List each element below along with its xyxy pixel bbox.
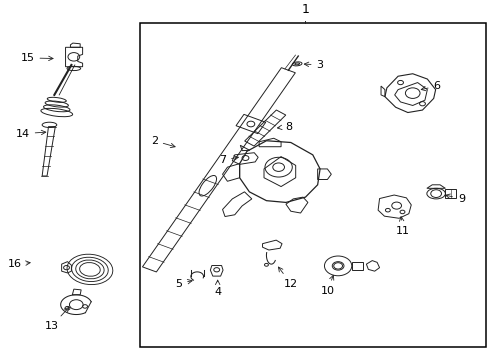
Text: 14: 14	[16, 129, 46, 139]
Text: 16: 16	[7, 259, 30, 269]
Text: 1: 1	[301, 3, 309, 15]
Bar	[140, 23, 485, 347]
Text: 3: 3	[304, 60, 323, 70]
Text: 2: 2	[150, 136, 175, 148]
Text: 6: 6	[420, 81, 440, 91]
Text: 10: 10	[320, 275, 334, 296]
Text: 15: 15	[20, 53, 53, 63]
Text: 5: 5	[175, 279, 192, 288]
Text: 4: 4	[214, 280, 221, 297]
Text: 13: 13	[45, 307, 69, 331]
Text: 9: 9	[445, 194, 464, 204]
Text: 11: 11	[395, 217, 409, 236]
Text: 7: 7	[219, 155, 238, 165]
Text: 12: 12	[278, 267, 297, 288]
Text: 8: 8	[277, 122, 291, 132]
